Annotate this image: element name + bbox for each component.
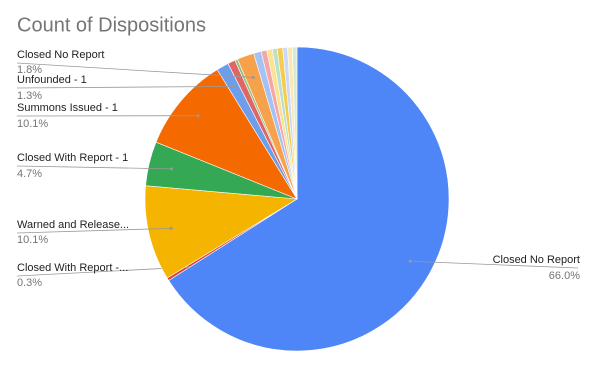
pie-slice xyxy=(155,69,298,200)
slice-label: Warned and Release... xyxy=(17,219,129,231)
leader-dot xyxy=(232,84,236,88)
slice-percent: 66.0% xyxy=(549,270,580,282)
leader-line xyxy=(16,62,254,78)
leader-dot xyxy=(408,259,412,263)
slice-percent: 4.7% xyxy=(17,168,42,180)
leader-dot xyxy=(169,226,173,230)
slice-label: Unfounded - 1 xyxy=(17,74,87,86)
slice-percent: 1.3% xyxy=(17,90,42,102)
slice-label: Closed No Report xyxy=(493,254,580,266)
slice-percent: 10.1% xyxy=(17,118,48,130)
slice-percent: 0.3% xyxy=(17,277,42,289)
leader-line xyxy=(16,85,234,89)
leader-line xyxy=(16,165,172,170)
pie-slice xyxy=(168,46,450,352)
slice-label: Closed With Report - 1 xyxy=(17,152,128,164)
slice-label: Summons Issued - 1 xyxy=(17,102,118,114)
leader-dot xyxy=(169,167,173,171)
slice-label: Closed No Report xyxy=(17,49,104,61)
chart-title: Count of Dispositions xyxy=(17,14,206,36)
slice-percent: 1.8% xyxy=(17,64,42,76)
leader-dot xyxy=(196,114,200,118)
pie-slice xyxy=(144,185,298,279)
leader-dot xyxy=(251,75,255,79)
slice-label: Closed With Report -... xyxy=(17,262,128,274)
leader-line xyxy=(16,266,188,277)
pie-slice xyxy=(291,46,298,200)
slice-percent: 10.1% xyxy=(17,234,48,246)
leader-line xyxy=(16,227,172,234)
leader-line xyxy=(410,260,579,269)
